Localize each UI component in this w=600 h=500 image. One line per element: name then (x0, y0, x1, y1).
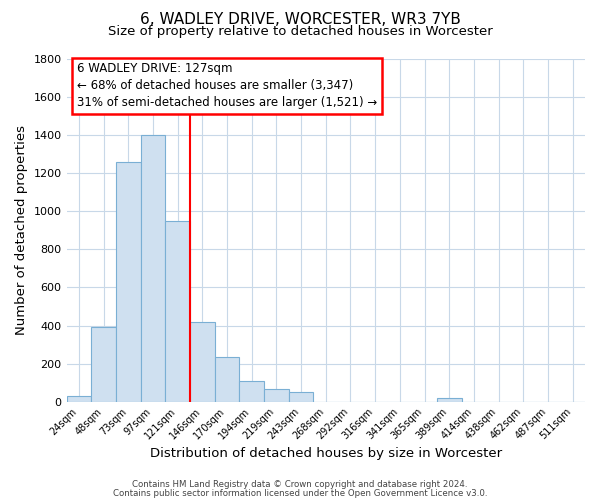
Bar (289, 392, 313, 402)
Y-axis label: Number of detached properties: Number of detached properties (15, 126, 28, 336)
Bar (239, 380, 264, 402)
Text: 6 WADLEY DRIVE: 127sqm
← 68% of detached houses are smaller (3,347)
31% of semi-: 6 WADLEY DRIVE: 127sqm ← 68% of detached… (77, 62, 377, 110)
Text: Size of property relative to detached houses in Worcester: Size of property relative to detached ho… (107, 25, 493, 38)
Bar (91, 328, 116, 402)
Text: Contains public sector information licensed under the Open Government Licence v3: Contains public sector information licen… (113, 489, 487, 498)
Bar (140, 135, 165, 402)
Bar (67, 396, 91, 402)
Bar (190, 322, 215, 402)
X-axis label: Distribution of detached houses by size in Worcester: Distribution of detached houses by size … (150, 447, 502, 460)
Bar (215, 357, 239, 402)
Text: Contains HM Land Registry data © Crown copyright and database right 2024.: Contains HM Land Registry data © Crown c… (132, 480, 468, 489)
Bar (116, 162, 140, 402)
Bar (165, 221, 190, 402)
Bar (264, 388, 289, 402)
Text: 6, WADLEY DRIVE, WORCESTER, WR3 7YB: 6, WADLEY DRIVE, WORCESTER, WR3 7YB (140, 12, 460, 28)
Bar (437, 398, 461, 402)
